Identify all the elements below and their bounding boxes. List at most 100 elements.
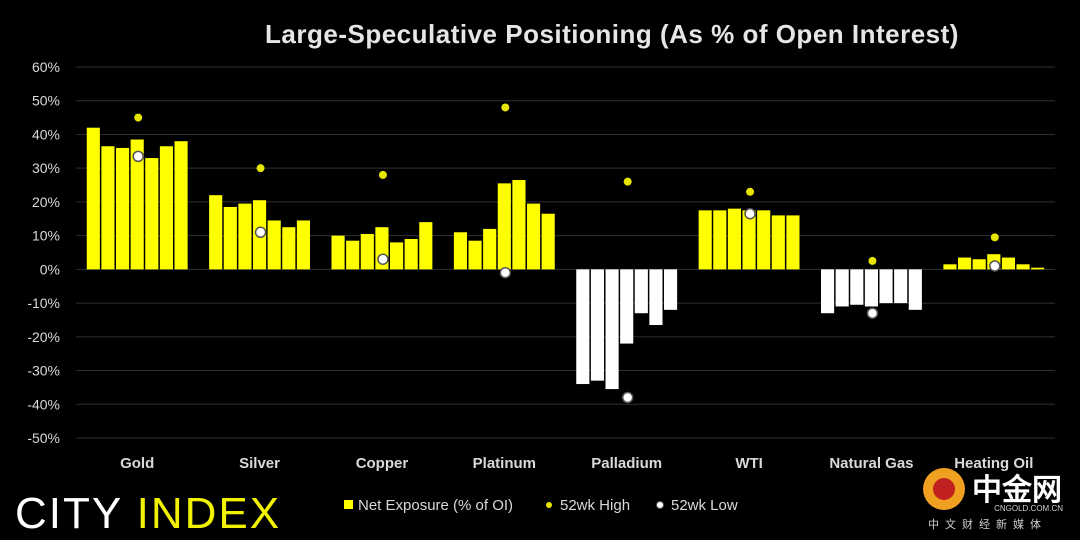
cngold-watermark: 中金网 CNGOLD.COM.CN 中文财经新媒体 — [923, 468, 1063, 531]
high-marker — [623, 177, 632, 186]
net-exposure-bar — [1016, 264, 1030, 270]
high-marker — [501, 103, 510, 112]
high-marker — [134, 113, 143, 122]
y-tick-label: 50% — [32, 93, 60, 109]
grid-lines — [76, 66, 1055, 439]
markers — [132, 103, 1001, 404]
net-exposure-bar — [238, 203, 252, 270]
watermark-domain: CNGOLD.COM.CN — [994, 504, 1063, 513]
net-exposure-bar — [541, 213, 555, 270]
net-exposure-bar — [634, 269, 648, 314]
x-tick-label: WTI — [735, 455, 763, 472]
y-tick-label: -50% — [27, 430, 60, 446]
watermark-tagline: 中文财经新媒体 — [928, 517, 1047, 531]
legend-label-high: 52wk High — [560, 497, 630, 514]
watermark-logo-inner — [933, 478, 955, 500]
y-tick-label: -20% — [27, 329, 60, 345]
y-tick-label: -40% — [27, 396, 60, 412]
net-exposure-bar — [786, 215, 800, 270]
y-axis-ticks: 60% 50% 40% 30% 20% 10% 0% -10% -20% -30% -40% -50% — [27, 59, 60, 446]
high-marker — [868, 256, 877, 265]
net-exposure-bar — [130, 139, 144, 270]
net-exposure-bar — [497, 183, 511, 270]
legend-label-net: Net Exposure (% of OI) — [358, 497, 513, 514]
net-exposure-bar — [835, 269, 849, 307]
x-tick-label: Natural Gas — [829, 455, 913, 472]
low-marker — [499, 266, 512, 279]
net-exposure-bar — [1001, 257, 1015, 270]
y-tick-label: 30% — [32, 160, 60, 176]
y-tick-label: 60% — [32, 59, 60, 75]
brand-city: CITY — [15, 489, 137, 538]
net-exposure-bar — [209, 195, 223, 270]
net-exposure-bar — [864, 269, 878, 307]
net-exposure-bar — [894, 269, 908, 304]
x-tick-label: Silver — [239, 455, 280, 472]
y-tick-label: 40% — [32, 126, 60, 142]
y-tick-label: 0% — [40, 261, 60, 277]
net-exposure-bar — [1031, 267, 1045, 270]
high-marker — [378, 170, 387, 179]
net-exposure-bar — [576, 269, 590, 385]
low-marker — [254, 226, 267, 239]
city-index-logo: CITY INDEX — [15, 489, 281, 538]
x-tick-label: Copper — [356, 455, 409, 472]
high-marker — [746, 187, 755, 196]
net-exposure-bar — [346, 240, 360, 270]
net-exposure-bar — [267, 220, 281, 270]
net-exposure-bar — [419, 222, 433, 270]
y-tick-label: 20% — [32, 194, 60, 210]
net-exposure-bar — [879, 269, 893, 304]
net-exposure-bar — [223, 206, 237, 270]
net-exposure-bar — [742, 210, 756, 270]
low-marker — [744, 207, 756, 220]
legend-swatch-net — [344, 500, 353, 509]
x-tick-label: Palladium — [591, 455, 662, 472]
net-exposure-bar — [512, 179, 526, 270]
net-exposure-bar — [145, 158, 159, 270]
watermark-name: 中金网 — [972, 473, 1062, 507]
net-exposure-bar — [296, 220, 310, 270]
net-exposure-bar — [850, 269, 864, 305]
net-exposure-bar — [727, 208, 741, 270]
x-tick-label: Platinum — [473, 455, 536, 472]
net-exposure-bar — [101, 146, 115, 270]
net-exposure-bar — [821, 269, 835, 314]
bars — [86, 127, 1045, 390]
net-exposure-bar — [360, 233, 374, 270]
net-exposure-bar — [282, 227, 296, 270]
net-exposure-bar — [527, 203, 541, 270]
high-marker — [990, 233, 999, 242]
net-exposure-bar — [713, 210, 727, 270]
net-exposure-bar — [908, 269, 922, 310]
net-exposure-bar — [174, 141, 188, 270]
net-exposure-bar — [664, 269, 678, 310]
low-marker — [989, 260, 1001, 272]
net-exposure-bar — [159, 146, 173, 270]
net-exposure-bar — [331, 235, 345, 270]
low-marker — [866, 307, 879, 319]
legend-swatch-low — [656, 501, 664, 509]
brand-index: INDEX — [137, 489, 281, 538]
legend-label-low: 52wk Low — [671, 497, 738, 514]
net-exposure-bar — [972, 259, 986, 270]
net-exposure-bar — [468, 240, 482, 270]
x-tick-label: Heating Oil — [954, 455, 1033, 472]
net-exposure-bar — [453, 232, 467, 270]
net-exposure-bar — [958, 257, 972, 270]
net-exposure-bar — [943, 264, 957, 270]
svg-text:CITY INDEX: CITY INDEX — [15, 489, 281, 538]
low-marker — [621, 391, 634, 404]
chart-title: Large-Speculative Positioning (As % of O… — [265, 19, 959, 49]
net-exposure-bar — [698, 210, 712, 270]
net-exposure-bar — [649, 269, 663, 326]
net-exposure-bar — [404, 239, 418, 270]
net-exposure-bar — [116, 147, 130, 270]
net-exposure-bar — [483, 228, 497, 270]
net-exposure-bar — [605, 269, 619, 390]
net-exposure-bar — [620, 269, 634, 344]
legend-swatch-high — [546, 502, 552, 508]
net-exposure-bar — [771, 215, 785, 270]
net-exposure-bar — [590, 269, 604, 381]
